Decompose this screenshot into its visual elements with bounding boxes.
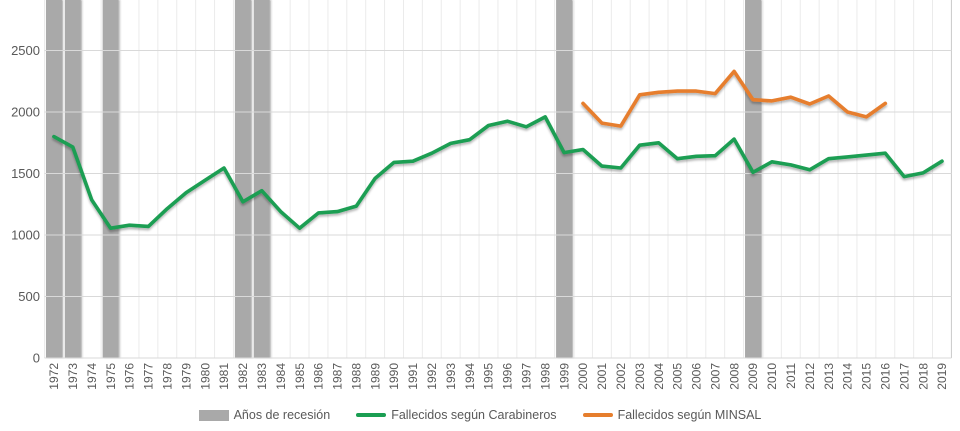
legend-item-carabineros: Fallecidos según Carabineros	[356, 408, 557, 422]
x-tick-label-1993: 1993	[444, 363, 458, 390]
y-tick-label-1500: 1500	[11, 166, 40, 181]
x-axis-tick-labels: 1972 1973 1974 1975 1976 1977 1978 1979 1980 1981…	[47, 363, 949, 390]
y-tick-label-500: 500	[18, 289, 40, 304]
x-tick-label-1976: 1976	[123, 363, 137, 390]
x-tick-label-1982: 1982	[236, 363, 250, 390]
y-tick-label-2000: 2000	[11, 105, 40, 120]
x-tick-label-1986: 1986	[312, 363, 326, 390]
x-tick-label-2008: 2008	[727, 363, 741, 390]
recession-band-1975	[102, 0, 119, 358]
x-tick-label-1975: 1975	[104, 363, 118, 390]
series-line-carabineros	[52, 115, 944, 230]
x-tick-label-1973: 1973	[66, 363, 80, 390]
x-tick-label-1997: 1997	[520, 363, 534, 390]
x-tick-label-2004: 2004	[652, 363, 666, 390]
x-tick-label-2009: 2009	[746, 363, 760, 390]
x-tick-label-2017: 2017	[897, 363, 911, 390]
x-tick-label-2012: 2012	[803, 363, 817, 390]
legend-item-recession: Años de recesión	[198, 408, 331, 422]
recession-bands	[45, 0, 762, 358]
legend-label-carabineros: Fallecidos según Carabineros	[391, 408, 557, 422]
x-tick-label-2001: 2001	[595, 363, 609, 390]
x-tick-label-1998: 1998	[538, 363, 552, 390]
legend-item-minsal: Fallecidos según MINSAL	[582, 408, 762, 422]
y-tick-label-2500: 2500	[11, 43, 40, 58]
x-tick-label-2016: 2016	[879, 363, 893, 390]
x-tick-label-1977: 1977	[142, 363, 156, 390]
x-tick-label-1983: 1983	[255, 363, 269, 390]
x-tick-label-2019: 2019	[935, 363, 949, 390]
x-tick-label-2006: 2006	[690, 363, 704, 390]
legend: Años de recesión Fallecidos según Carabi…	[0, 400, 960, 430]
recession-band-2009	[745, 0, 762, 358]
recession-band-1972	[45, 0, 62, 358]
x-tick-label-1972: 1972	[47, 363, 61, 390]
x-tick-label-2007: 2007	[708, 363, 722, 390]
series-line-minsal	[581, 69, 888, 128]
legend-label-recession: Años de recesión	[233, 408, 331, 422]
recession-band-1973	[64, 0, 81, 358]
recession-band-1982	[234, 0, 251, 358]
y-tick-label-0: 0	[33, 351, 40, 366]
x-tick-label-1988: 1988	[350, 363, 364, 390]
x-tick-label-1991: 1991	[406, 363, 420, 390]
x-tick-label-1996: 1996	[501, 363, 515, 390]
x-tick-label-1981: 1981	[217, 363, 231, 390]
x-tick-label-1979: 1979	[179, 363, 193, 390]
x-tick-label-2005: 2005	[671, 363, 685, 390]
x-tick-label-1984: 1984	[274, 363, 288, 390]
x-tick-label-1999: 1999	[557, 363, 571, 390]
x-tick-label-1987: 1987	[331, 363, 345, 390]
series-lines	[52, 69, 944, 230]
recession-band-1999	[556, 0, 573, 358]
legend-label-minsal: Fallecidos según MINSAL	[617, 408, 762, 422]
minsal-line-swatch	[582, 413, 613, 417]
x-tick-label-1992: 1992	[425, 363, 439, 390]
x-tick-label-1995: 1995	[482, 363, 496, 390]
x-tick-label-2014: 2014	[841, 363, 855, 390]
vertical-gridlines	[44, 0, 952, 358]
x-tick-label-1980: 1980	[198, 363, 212, 390]
recession-band-1983	[253, 0, 270, 358]
x-tick-label-1978: 1978	[161, 363, 175, 390]
x-tick-label-1994: 1994	[463, 363, 477, 390]
horizontal-gridlines	[44, 50, 952, 359]
x-tick-label-1985: 1985	[293, 363, 307, 390]
x-tick-label-2010: 2010	[765, 363, 779, 390]
recession-swatch	[198, 409, 229, 421]
carabineros-line-swatch	[356, 413, 387, 417]
y-tick-label-1000: 1000	[11, 228, 40, 243]
x-tick-label-2003: 2003	[633, 363, 647, 390]
x-tick-label-2011: 2011	[784, 363, 798, 389]
x-tick-label-1989: 1989	[368, 363, 382, 390]
y-axis-tick-labels: 0 500 1000 1500 2000 2500	[11, 43, 40, 366]
x-tick-label-2013: 2013	[822, 363, 836, 390]
x-tick-label-2015: 2015	[860, 363, 874, 390]
x-tick-label-2002: 2002	[614, 363, 628, 390]
x-tick-label-2018: 2018	[916, 363, 930, 390]
x-tick-label-2000: 2000	[576, 363, 590, 390]
x-tick-label-1990: 1990	[387, 363, 401, 390]
x-tick-label-1974: 1974	[85, 363, 99, 390]
